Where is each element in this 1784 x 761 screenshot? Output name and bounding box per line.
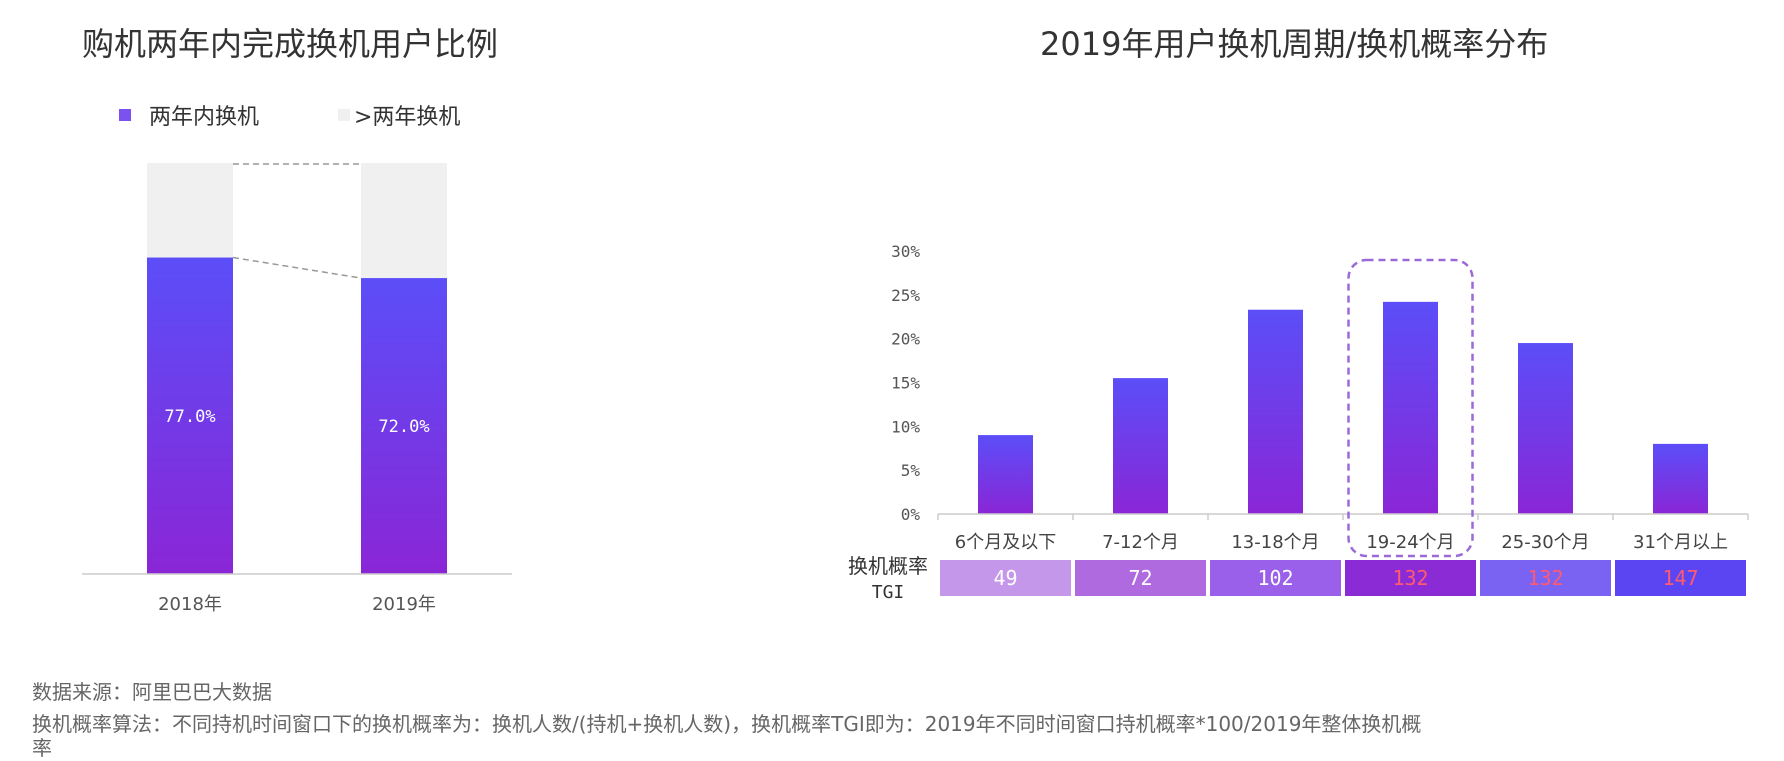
y-tick-5: 25% <box>891 286 920 305</box>
tgi-value-1: 49 <box>993 566 1017 590</box>
left-x-tick-1: 2018年 <box>158 594 222 615</box>
y-tick-4: 20% <box>891 330 920 349</box>
connector-lower <box>232 256 362 279</box>
y-tick-2: 10% <box>891 417 920 436</box>
tgi-row: 换机概率 TGI 49 72 102 132 132 147 <box>848 554 1746 603</box>
left-chart-title: 购机两年内完成换机用户比例 <box>82 25 498 63</box>
right-chart: 2019年用户换机周期/换机概率分布 0% 5% 10% 15% 20% 25% 30% 6… <box>848 25 1749 603</box>
tgi-cells: 49 72 102 132 132 147 <box>940 560 1746 596</box>
bar-over-two-years-2 <box>361 163 447 279</box>
legend-swatch-within-two-years <box>119 109 131 121</box>
bar-19-24个月 <box>1383 301 1438 514</box>
tgi-value-2: 72 <box>1128 566 1152 590</box>
tgi-cell-3 <box>1210 560 1341 596</box>
y-tick-1: 5% <box>901 461 921 480</box>
tgi-value-5: 132 <box>1527 566 1563 590</box>
y-tick-3: 15% <box>891 374 920 393</box>
legend-label-over-two-years: >两年换机 <box>354 105 460 130</box>
tgi-value-4: 132 <box>1392 566 1428 590</box>
right-bars <box>978 301 1708 514</box>
tgi-value-3: 102 <box>1257 566 1293 590</box>
tgi-value-6: 147 <box>1662 566 1698 590</box>
left-chart: 购机两年内完成换机用户比例 两年内换机 >两年换机 77.0% 72.0% 201… <box>82 25 512 615</box>
bar-over-two-years-1 <box>147 163 233 258</box>
right-chart-title: 2019年用户换机周期/换机概率分布 <box>1040 25 1548 63</box>
legend-label-within-two-years: 两年内换机 <box>149 105 259 130</box>
bar-7-12个月 <box>1113 378 1168 514</box>
left-x-tick-labels: 2018年 2019年 <box>158 594 436 615</box>
tgi-cell-5 <box>1480 560 1611 596</box>
bar-6个月及以下 <box>978 435 1033 514</box>
footnote-algorithm: 换机概率算法：不同持机时间窗口下的换机概率为：换机人数/(持机+换机人数)，换机… <box>32 712 1422 736</box>
y-tick-6: 30% <box>891 242 920 261</box>
bar-within-two-years-2 <box>361 278 447 574</box>
left-legend: 两年内换机 >两年换机 <box>119 105 460 130</box>
highlight-box <box>1347 258 1474 558</box>
tgi-cell-4 <box>1345 560 1476 596</box>
left-x-tick-2: 2019年 <box>372 594 436 615</box>
left-bars: 77.0% 72.0% <box>147 163 447 574</box>
tgi-cell-2 <box>1075 560 1206 596</box>
bar-13-18个月 <box>1248 309 1303 514</box>
tgi-cell-6 <box>1615 560 1746 596</box>
right-axis-ticks <box>937 514 1749 520</box>
x-tick-1: 6个月及以下 <box>955 532 1056 553</box>
x-tick-4: 19-24个月 <box>1366 532 1454 553</box>
bar-31个月以上 <box>1653 443 1708 514</box>
right-y-tick-labels: 0% 5% 10% 15% 20% 25% 30% <box>891 242 920 524</box>
bar-data-label-2: 72.0% <box>378 417 429 437</box>
x-tick-5: 25-30个月 <box>1501 532 1589 553</box>
x-tick-3: 13-18个月 <box>1231 532 1319 553</box>
x-tick-2: 7-12个月 <box>1102 532 1179 553</box>
tgi-cell-1 <box>940 560 1071 596</box>
right-x-tick-labels: 6个月及以下 7-12个月 13-18个月 19-24个月 25-30个月 31个月以上 <box>955 532 1728 553</box>
footnote-algorithm-wrap: 率 <box>32 736 52 760</box>
bar-25-30个月 <box>1518 343 1573 514</box>
tgi-label-line1: 换机概率 <box>848 554 928 578</box>
bar-data-label-1: 77.0% <box>164 407 215 427</box>
legend-swatch-over-two-years <box>338 109 350 121</box>
footnote-source: 数据来源：阿里巴巴大数据 <box>32 680 272 704</box>
x-tick-6: 31个月以上 <box>1633 532 1728 553</box>
tgi-label-line2: TGI <box>872 582 905 603</box>
bar-within-two-years-1 <box>147 257 233 574</box>
y-tick-0: 0% <box>901 505 921 524</box>
